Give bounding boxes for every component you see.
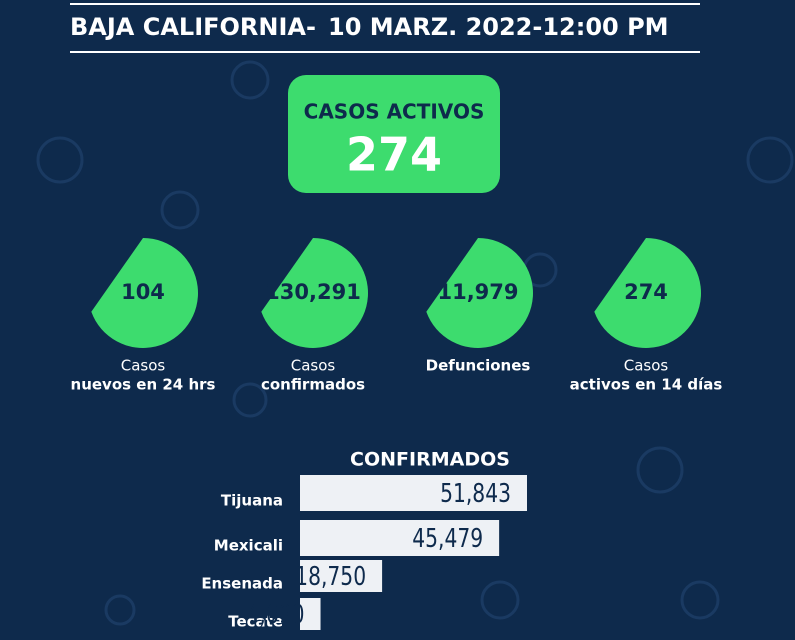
bar [300, 475, 527, 511]
stat-label: confirmados [261, 376, 365, 394]
active-box [288, 75, 500, 193]
bar [300, 598, 321, 630]
value-label: 4,690 [247, 600, 305, 630]
value-label: 45,479 [412, 524, 483, 554]
stat-badge [91, 238, 198, 348]
chart-title: CONFIRMADOS [350, 449, 510, 471]
decorations [36, 60, 794, 626]
stat-label: activos en 14 días [570, 376, 723, 394]
stat-value: 274 [624, 280, 668, 304]
stat-value: 130,291 [265, 280, 361, 304]
stat-badge [426, 238, 533, 348]
stat-badge [594, 238, 701, 348]
stat-value: 104 [121, 280, 165, 304]
active-value: 274 [346, 128, 442, 182]
datetime: 10 MARZ. 2022-12:00 PM [328, 13, 669, 41]
value-label: 18,750 [295, 562, 366, 592]
stat-label: Casos [624, 357, 669, 375]
category-label: Mexicali [214, 537, 283, 555]
bar [300, 520, 500, 556]
stat-badge [261, 238, 368, 348]
region: BAJA CALIFORNIA- [70, 13, 316, 41]
category-label: Ensenada [201, 575, 283, 593]
stat-label: Casos [291, 357, 336, 375]
active-label: CASOS ACTIVOS [304, 100, 485, 124]
stat-value: 11,979 [437, 280, 518, 304]
value-label: 51,843 [440, 479, 511, 509]
stat-label: nuevos en 24 hrs [71, 376, 216, 394]
stat-label: Defunciones [426, 357, 531, 375]
stat-label: Casos [121, 357, 166, 375]
bar [300, 560, 383, 592]
category-label: Tecate [228, 613, 283, 631]
category-label: Tijuana [221, 492, 283, 510]
